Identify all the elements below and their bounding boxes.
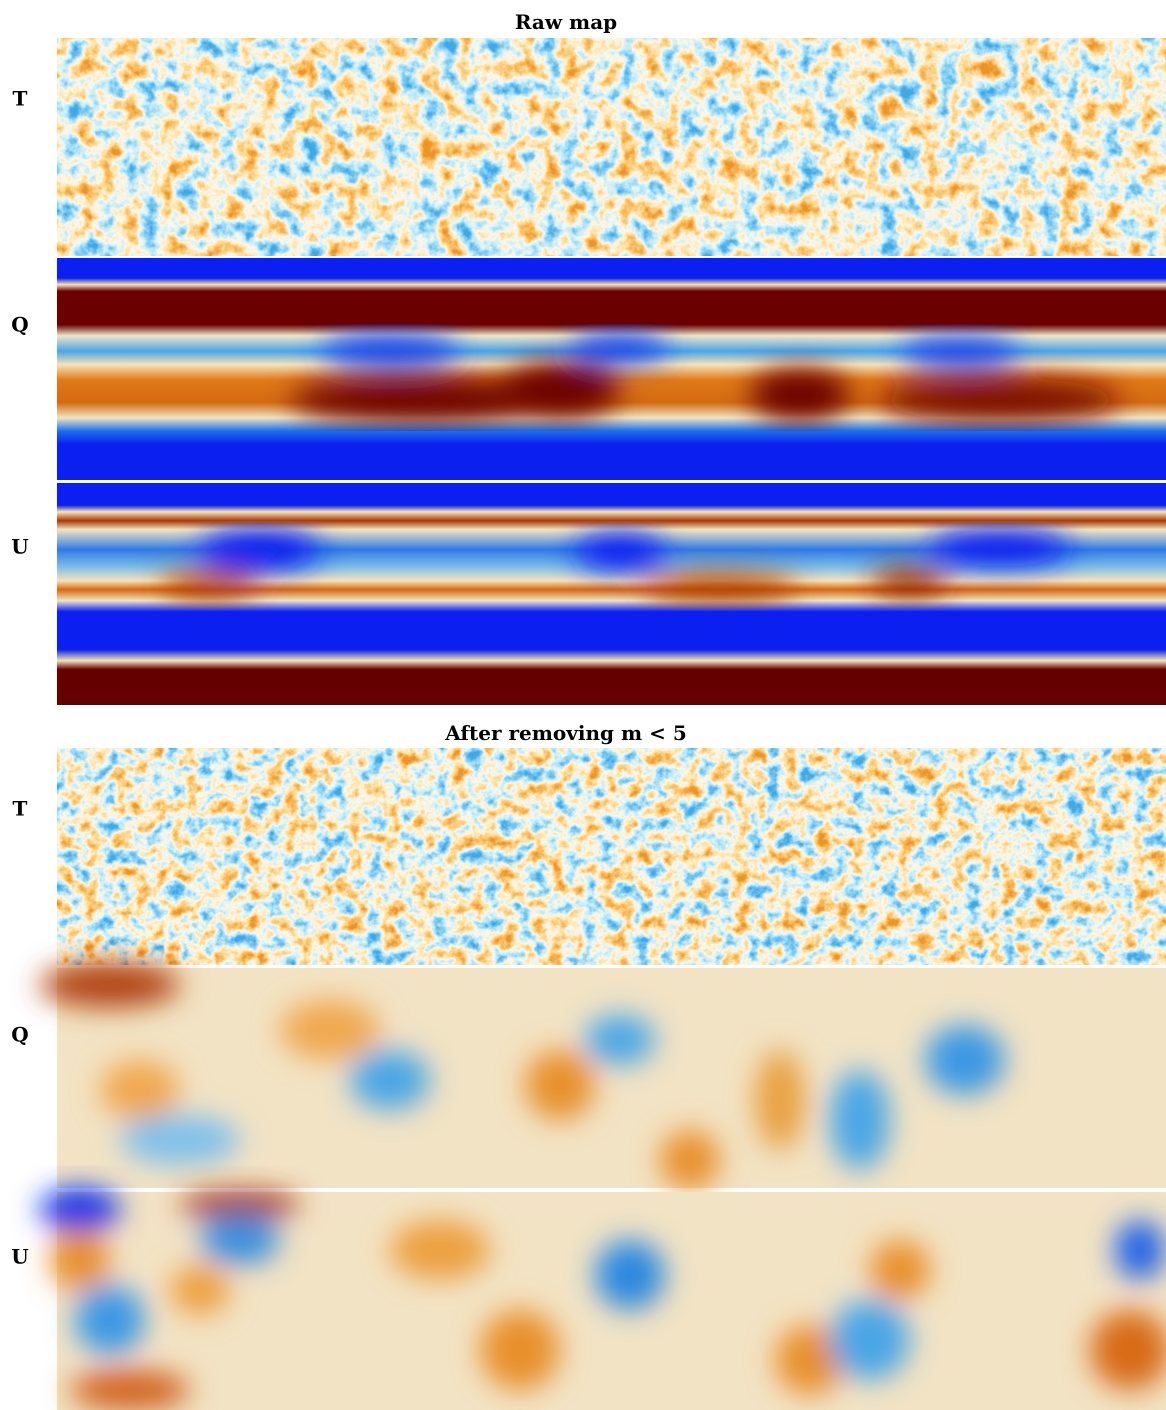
panel-label: U [11, 1245, 28, 1269]
q-map-features [290, 333, 1120, 422]
panel-label: T [13, 87, 28, 111]
section-title: After removing m < 5 [444, 721, 686, 745]
panel-label: U [11, 535, 28, 559]
q-map [57, 258, 1166, 480]
q-map-features [40, 963, 1005, 1190]
panel-label: Q [11, 1023, 28, 1047]
panel-label: T [13, 797, 28, 821]
t-map [57, 748, 1166, 965]
t-map [57, 38, 1166, 256]
u-map-features [40, 1188, 1166, 1410]
u-map-features [160, 530, 1070, 602]
panel-label: Q [11, 313, 28, 337]
section-title: Raw map [515, 10, 617, 34]
